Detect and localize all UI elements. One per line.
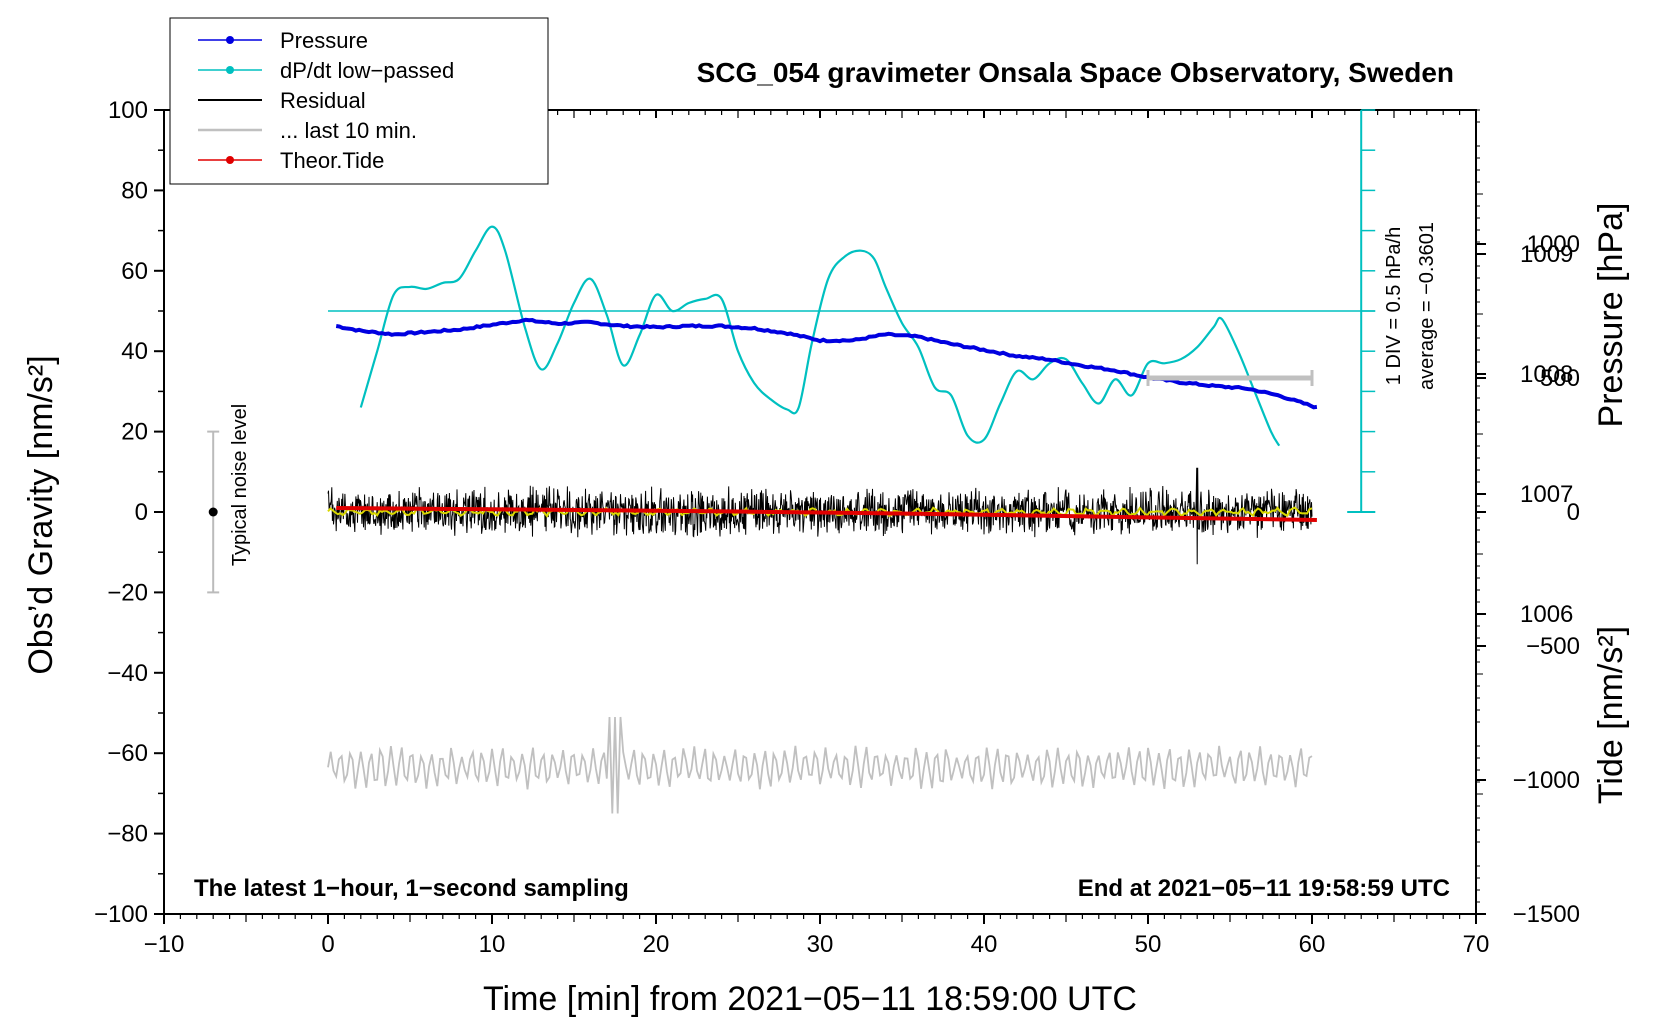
left-axis-ticks: −100 −80 −60 −40 −20 0 20 40 60 80 100	[94, 97, 164, 928]
legend-label: dP/dt low−passed	[280, 58, 454, 83]
x-tick-label: 70	[1463, 931, 1490, 958]
y-tick-label: 100	[108, 97, 148, 124]
x-tick-label: 30	[807, 931, 834, 958]
tide-tick-label: −1500	[1513, 901, 1580, 928]
tide-line	[336, 506, 1317, 522]
noise-level-bar	[207, 430, 220, 594]
legend-label: Residual	[280, 88, 366, 113]
last10-series	[327, 716, 1313, 814]
legend-swatch-marker	[226, 36, 234, 44]
last10-line	[327, 716, 1313, 814]
tide-tick-label: 500	[1540, 365, 1580, 392]
bottom-left-note: The latest 1−hour, 1−second sampling	[194, 875, 629, 902]
right-axis-ticks: 1006 1007 1008 1009 −1500 −1000 −500 0 500 1000	[1476, 109, 1580, 928]
last10-range-bar	[1146, 370, 1314, 386]
tide-tick-label: 1000	[1527, 231, 1580, 258]
pressure-tick-label: 1008	[1520, 361, 1573, 388]
tide-tick-label: −1000	[1513, 767, 1580, 794]
y-tick-label: 60	[121, 258, 148, 285]
y-axis-title-tide: Tide [nm/s²]	[1592, 626, 1630, 804]
y-tick-label: −60	[107, 740, 148, 767]
tide-tick-label: −500	[1526, 633, 1580, 660]
bottom-right-note: End at 2021−05−11 19:58:59 UTC	[1078, 875, 1450, 902]
tide-tick-label: 0	[1567, 499, 1580, 526]
x-tick-label: 60	[1299, 931, 1326, 958]
y-tick-label: −80	[107, 821, 148, 848]
dpdt-scale-label: 1 DIV = 0.5 hPa/h	[1383, 227, 1405, 385]
y-tick-label: 0	[135, 499, 148, 526]
y-tick-label: 80	[121, 177, 148, 204]
pressure-tick-label: 1007	[1520, 481, 1573, 508]
pressure-tick-label: 1009	[1520, 241, 1573, 268]
noise-level-label: Typical noise level	[229, 404, 251, 566]
legend-swatch-marker	[226, 66, 234, 74]
x-tick-label: 0	[321, 931, 334, 958]
dpdt-scale-bar	[328, 109, 1376, 513]
x-tick-label: −10	[144, 931, 185, 958]
y-tick-label: 40	[121, 338, 148, 365]
y-tick-label: −20	[107, 579, 148, 606]
pressure-tick-label: 1006	[1520, 601, 1573, 628]
dpdt-average-label: average = −0.3601	[1416, 222, 1438, 390]
x-tick-label: 20	[643, 931, 670, 958]
legend-label: Theor.Tide	[280, 148, 384, 173]
y-axis-title-left: Obs’d Gravity [nm/s²]	[22, 355, 60, 674]
x-axis-title: Time [min] from 2021−05−11 18:59:00 UTC	[483, 980, 1137, 1018]
x-tick-label: 50	[1135, 931, 1162, 958]
y-tick-label: −100	[94, 901, 148, 928]
residual-line	[327, 467, 1313, 565]
legend-label: Pressure	[280, 28, 368, 53]
legend-swatch-marker	[226, 156, 234, 164]
chart-title: SCG_054 gravimeter Onsala Space Observat…	[697, 57, 1454, 88]
legend-label: ... last 10 min.	[280, 118, 417, 143]
x-tick-label: 10	[479, 931, 506, 958]
noise-bar-dot	[208, 507, 218, 517]
dpdt-line	[359, 225, 1281, 447]
y-axis-title-pressure: Pressure [hPa]	[1592, 203, 1630, 428]
x-tick-label: 40	[971, 931, 998, 958]
tide-series	[336, 506, 1317, 522]
y-tick-label: −40	[107, 660, 148, 687]
y-tick-label: 20	[121, 419, 148, 446]
legend: Pressure dP/dt low−passed Residual ... last…	[169, 17, 549, 185]
dpdt-series	[359, 225, 1281, 447]
